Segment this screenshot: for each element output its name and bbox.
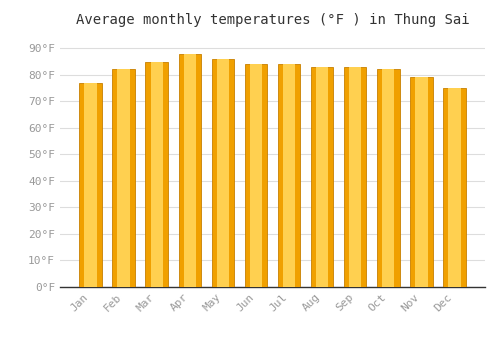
- Bar: [278, 64, 300, 287]
- Bar: [244, 64, 267, 287]
- Bar: [344, 67, 366, 287]
- Bar: [443, 88, 466, 287]
- Bar: [178, 54, 201, 287]
- Bar: [283, 64, 295, 287]
- Bar: [212, 59, 234, 287]
- Bar: [311, 67, 334, 287]
- Bar: [382, 70, 394, 287]
- Bar: [118, 70, 130, 287]
- Bar: [80, 83, 102, 287]
- Bar: [448, 88, 460, 287]
- Bar: [250, 64, 262, 287]
- Bar: [410, 77, 432, 287]
- Bar: [150, 62, 163, 287]
- Bar: [349, 67, 362, 287]
- Bar: [112, 70, 135, 287]
- Title: Average monthly temperatures (°F ) in Thung Sai: Average monthly temperatures (°F ) in Th…: [76, 13, 469, 27]
- Bar: [316, 67, 328, 287]
- Bar: [184, 54, 196, 287]
- Bar: [415, 77, 428, 287]
- Bar: [84, 83, 97, 287]
- Bar: [146, 62, 168, 287]
- Bar: [377, 70, 400, 287]
- Bar: [216, 59, 229, 287]
